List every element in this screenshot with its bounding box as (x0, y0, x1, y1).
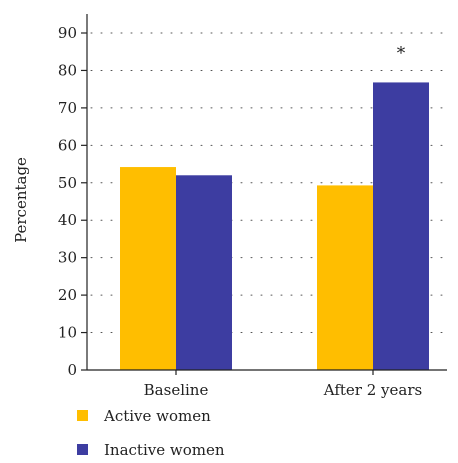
bar-active-women-0 (120, 167, 176, 370)
y-tick-label-60: 60 (58, 136, 77, 154)
y-tick-label-20: 20 (58, 286, 77, 304)
legend: Active women Inactive women (77, 407, 225, 459)
y-tick-label-90: 90 (58, 24, 77, 42)
annotations: * (397, 43, 406, 63)
bars (120, 82, 429, 370)
y-tick-label-30: 30 (58, 249, 77, 267)
y-ticks: 0 10 20 30 40 50 60 70 80 90 (58, 24, 87, 379)
y-tick-label-70: 70 (58, 99, 77, 117)
y-tick-label-50: 50 (58, 174, 77, 192)
legend-label-0: Active women (103, 407, 211, 425)
legend-label-1: Inactive women (104, 441, 225, 459)
bar-inactive-women-1 (373, 82, 429, 370)
y-axis-title: Percentage (12, 157, 30, 243)
y-tick-label-10: 10 (58, 324, 77, 342)
x-category-label-0: Baseline (144, 381, 209, 399)
x-category-label-1: After 2 years (323, 381, 422, 399)
y-tick-label-40: 40 (58, 211, 77, 229)
y-tick-label-0: 0 (67, 361, 77, 379)
significance-annotation-0: * (397, 43, 406, 63)
y-tick-label-80: 80 (58, 61, 77, 79)
bar-active-women-1 (317, 185, 373, 370)
legend-swatch-1 (77, 444, 88, 455)
bar-inactive-women-0 (176, 175, 232, 370)
axes (86, 14, 447, 371)
legend-swatch-0 (77, 410, 88, 421)
x-category-labels: Baseline After 2 years (144, 370, 422, 399)
